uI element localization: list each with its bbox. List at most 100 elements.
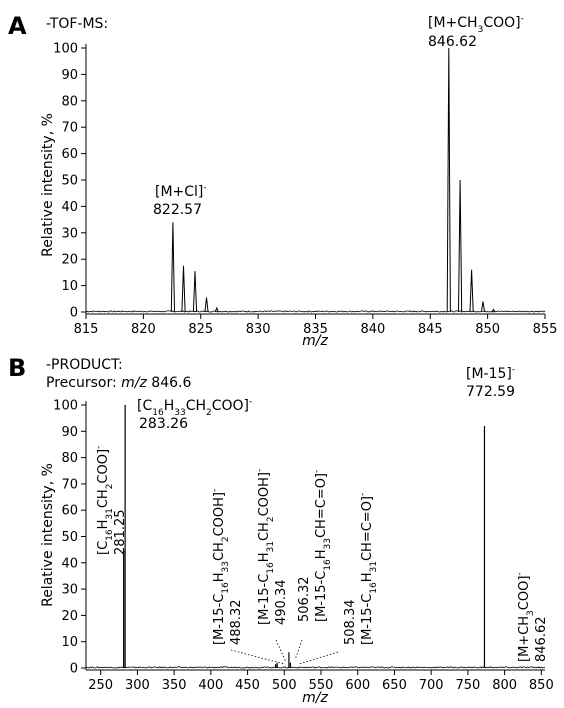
panel-a-y-tick-label: 100 — [53, 42, 78, 57]
panel-b-y-tick-label: 30 — [61, 583, 78, 598]
panel-b-y-tick-label: 50 — [61, 530, 78, 545]
panel-b-label-488: [M-15-C16H33CH2COOH]- 488.32 — [210, 489, 244, 645]
panel-b-y-tick-label: 90 — [61, 425, 78, 440]
panel-a-peak — [480, 301, 486, 313]
panel-a-x-axis-label: m/z — [302, 333, 328, 349]
panel-a-peak — [214, 306, 219, 313]
panel-a-peak — [469, 269, 474, 313]
panel-b-x-tick-label: 550 — [309, 678, 334, 693]
panel-a-x-tick-label: 820 — [131, 322, 156, 337]
panel-b-x-tick-label: 650 — [382, 678, 407, 693]
panel-b-letter: B — [8, 354, 26, 382]
panel-a-x-tick-label: 830 — [246, 322, 271, 337]
panel-b-label-283-formula: [C16H33CH2COO]- — [137, 397, 252, 418]
svg-text:[M-15-C16H33CH=C=O]-: [M-15-C16H33CH=C=O]- — [312, 470, 333, 622]
panel-b-label-772-value: 772.59 — [466, 384, 515, 400]
panel-b-y-tick-label: 0 — [70, 662, 78, 677]
panel-b-x-tick-label: 250 — [88, 678, 113, 693]
svg-text:[C16H31CH2COO]-: [C16H31CH2COO]- — [94, 446, 115, 555]
panel-b-header: -PRODUCT: — [46, 357, 123, 373]
panel-a-header: -TOF-MS: — [46, 16, 108, 32]
panel-a-peak — [446, 47, 451, 313]
svg-text:[M-15-C16H31CH=C=O]-: [M-15-C16H31CH=C=O]- — [358, 493, 379, 645]
panel-b-x-tick-label: 600 — [345, 678, 370, 693]
panel-b-label-508: 508.34 [M-15-C16H31CH=C=O]- — [343, 493, 379, 645]
panel-a-peak — [204, 297, 209, 313]
svg-text:[M-15-C16H33CH2COOH]-: [M-15-C16H33CH2COOH]- — [210, 489, 231, 645]
panel-a-x-tick-label: 850 — [475, 322, 500, 337]
panel-b-x-tick-label: 850 — [529, 678, 554, 693]
panel-b-label-283-value: 283.26 — [139, 416, 188, 432]
panel-b: B -PRODUCT: Precursor: m/z 846.6 Relativ… — [8, 354, 549, 706]
panel-b-y-tick-label: 20 — [61, 609, 78, 624]
panel-a-y-tick-label: 40 — [61, 200, 78, 215]
panel-b-y-tick-label: 80 — [61, 451, 78, 466]
panel-b-y-tick-label: 60 — [61, 504, 78, 519]
svg-text:508.34: 508.34 — [343, 600, 358, 646]
panel-b-x-tick-label: 300 — [125, 678, 150, 693]
leader-508 — [298, 651, 339, 665]
panel-a-label-846-value: 846.62 — [428, 34, 477, 50]
panel-a-y-tick-label: 20 — [61, 253, 78, 268]
panel-a-y-tick-label: 80 — [61, 94, 78, 109]
svg-text:[M-15-C16H31CH2COOH]-: [M-15-C16H31CH2COOH]- — [255, 469, 276, 625]
panel-a-peak — [181, 265, 186, 313]
panel-b-x-tick-label: 700 — [419, 678, 444, 693]
panel-b-precursor: Precursor: m/z 846.6 — [46, 375, 191, 391]
panel-b-label-846: [M+CH3COO]- 846.62 — [515, 572, 549, 662]
panel-b-x-tick-label: 750 — [455, 678, 480, 693]
panel-a-x-tick-label: 815 — [74, 322, 99, 337]
panel-a-x-tick-label: 825 — [188, 322, 213, 337]
svg-text:846.62: 846.62 — [534, 617, 549, 663]
panel-b-y-tick-label: 40 — [61, 556, 78, 571]
panel-b-x-tick-label: 350 — [162, 678, 187, 693]
leader-490 — [275, 639, 287, 663]
panel-a-y-axis-label: Relative intensity, % — [40, 113, 56, 257]
svg-text:281.25: 281.25 — [113, 510, 128, 556]
panel-b-y-tick-label: 70 — [61, 477, 78, 492]
panel-a-letter: A — [8, 12, 27, 40]
panel-b-leader-lines — [230, 639, 339, 665]
panel-b-baseline-trace — [85, 666, 545, 669]
panel-a-peak — [491, 308, 496, 313]
panel-b-y-tick-label: 100 — [53, 399, 78, 414]
panel-a-y-tick-label: 0 — [70, 306, 78, 321]
panel-a-y-tick-label: 30 — [61, 226, 78, 241]
panel-b-x-tick-label: 400 — [198, 678, 223, 693]
svg-text:506.32: 506.32 — [297, 577, 312, 623]
panel-a: A -TOF-MS: Relative intensity, % m/z [M+… — [8, 12, 524, 349]
panel-a-y-tick-label: 10 — [61, 279, 78, 294]
panel-a-y-tick-label: 50 — [61, 174, 78, 189]
panel-a-peak — [170, 222, 175, 313]
panel-b-label-772-formula: [M-15]- — [466, 365, 515, 382]
panel-a-y-tick-label: 60 — [61, 147, 78, 162]
panel-a-label-822-value: 822.57 — [153, 202, 202, 218]
panel-b-x-tick-label: 500 — [272, 678, 297, 693]
panel-b-x-axis-label: m/z — [302, 690, 328, 706]
leader-506 — [294, 639, 303, 661]
panel-b-label-506: 506.32 [M-15-C16H33CH=C=O]- — [297, 470, 333, 622]
panel-a-peak — [458, 179, 463, 313]
panel-b-label-490: [M-15-C16H31CH2COOH]- 490.34 — [255, 469, 289, 625]
panel-a-label-846-formula: [M+CH3COO]- — [428, 14, 524, 35]
panel-b-x-tick-label: 450 — [235, 678, 260, 693]
panel-a-baseline-trace — [85, 310, 546, 313]
svg-text:490.34: 490.34 — [274, 580, 289, 626]
svg-text:[M+CH3COO]-: [M+CH3COO]- — [515, 572, 536, 662]
svg-text:488.32: 488.32 — [229, 600, 244, 646]
panel-a-x-tick-label: 855 — [533, 322, 558, 337]
panel-a-label-822-formula: [M+Cl]- — [155, 183, 207, 200]
leader-488 — [230, 649, 285, 665]
panel-b-label-281: [C16H31CH2COO]- 281.25 — [94, 446, 128, 555]
panel-a-peak — [192, 271, 198, 313]
panel-a-y-tick-label: 70 — [61, 121, 78, 136]
panel-b-y-tick-label: 10 — [61, 635, 78, 650]
panel-b-y-axis-label: Relative intensity, % — [40, 463, 56, 607]
panel-a-x-tick-label: 840 — [360, 322, 385, 337]
panel-a-x-tick-label: 845 — [418, 322, 443, 337]
panel-a-x-tick-label: 835 — [303, 322, 328, 337]
panel-b-x-tick-label: 800 — [492, 678, 517, 693]
panel-a-y-tick-label: 90 — [61, 68, 78, 83]
